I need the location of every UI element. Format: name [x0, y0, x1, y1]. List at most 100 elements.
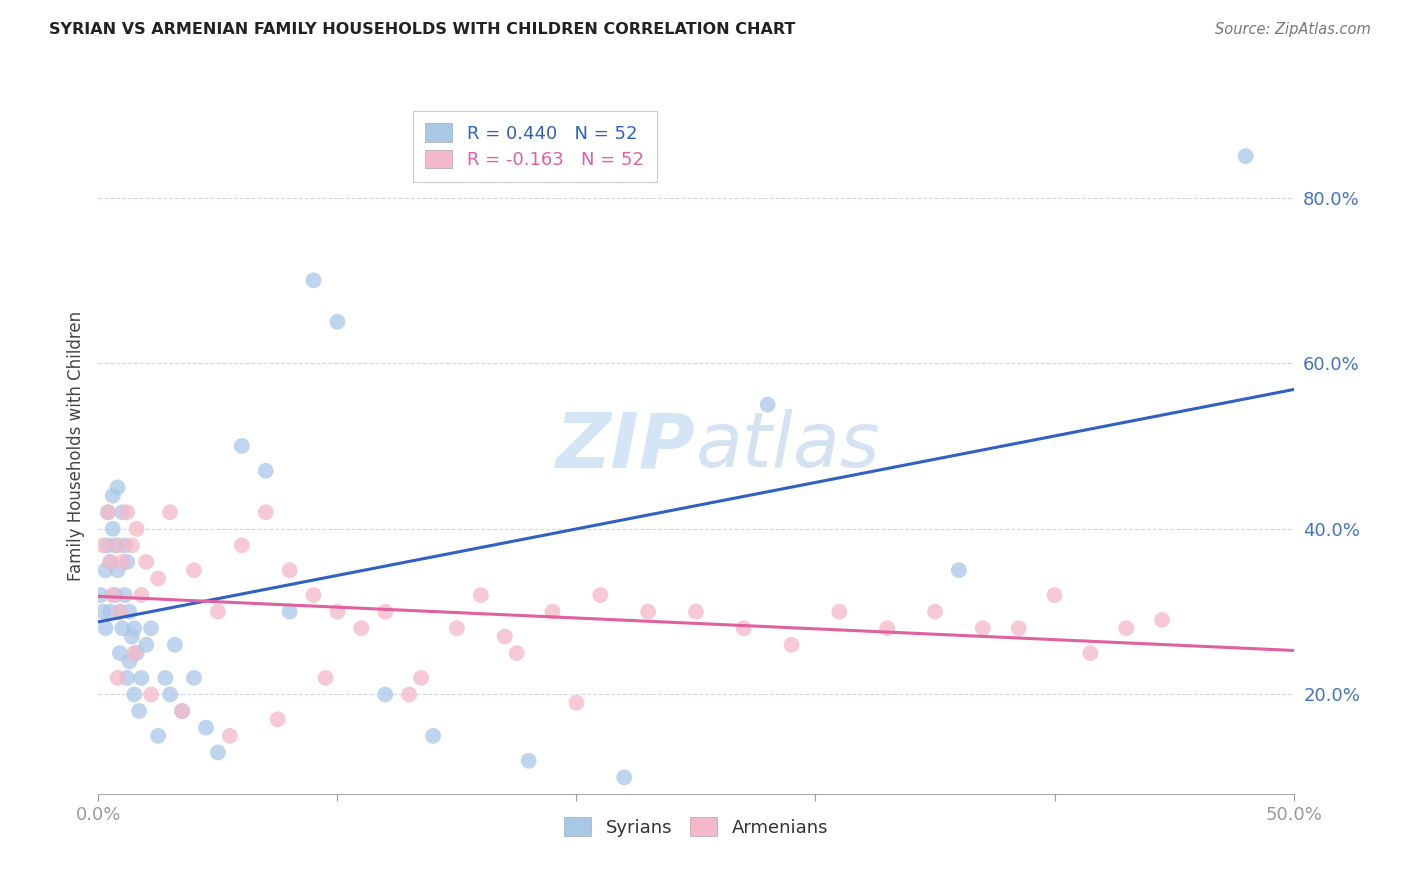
Point	[104, 538, 127, 552]
Point	[97, 538, 120, 552]
Point	[315, 671, 337, 685]
Point	[924, 605, 946, 619]
Point	[115, 555, 138, 569]
Point	[114, 538, 136, 552]
Point	[118, 654, 141, 668]
Point	[506, 646, 529, 660]
Point	[91, 538, 114, 552]
Point	[98, 555, 122, 569]
Point	[159, 688, 181, 702]
Point	[135, 555, 157, 569]
Point	[97, 505, 120, 519]
Point	[114, 588, 136, 602]
Point	[207, 746, 229, 760]
Point	[90, 588, 112, 602]
Point	[254, 505, 277, 519]
Point	[374, 605, 396, 619]
Point	[948, 563, 970, 577]
Point	[128, 704, 150, 718]
Point	[98, 605, 122, 619]
Point	[828, 605, 851, 619]
Point	[107, 671, 129, 685]
Point	[589, 588, 612, 602]
Point	[398, 688, 420, 702]
Point	[101, 489, 124, 503]
Point	[124, 621, 146, 635]
Point	[254, 464, 277, 478]
Point	[326, 605, 349, 619]
Point	[1008, 621, 1031, 635]
Point	[350, 621, 373, 635]
Point	[124, 688, 146, 702]
Text: SYRIAN VS ARMENIAN FAMILY HOUSEHOLDS WITH CHILDREN CORRELATION CHART: SYRIAN VS ARMENIAN FAMILY HOUSEHOLDS WIT…	[49, 22, 796, 37]
Point	[107, 480, 129, 494]
Point	[637, 605, 659, 619]
Point	[118, 605, 141, 619]
Point	[494, 630, 516, 644]
Point	[125, 646, 148, 660]
Point	[326, 315, 349, 329]
Point	[876, 621, 898, 635]
Point	[111, 505, 134, 519]
Point	[195, 721, 218, 735]
Point	[1080, 646, 1102, 660]
Point	[131, 588, 153, 602]
Point	[125, 522, 148, 536]
Point	[565, 696, 588, 710]
Point	[541, 605, 564, 619]
Point	[470, 588, 492, 602]
Point	[108, 605, 131, 619]
Point	[135, 638, 157, 652]
Point	[97, 505, 120, 519]
Point	[278, 605, 301, 619]
Point	[207, 605, 229, 619]
Point	[148, 572, 170, 586]
Point	[172, 704, 194, 718]
Point	[219, 729, 242, 743]
Point	[1115, 621, 1137, 635]
Point	[183, 563, 205, 577]
Point	[139, 621, 162, 635]
Point	[107, 538, 129, 552]
Point	[115, 671, 138, 685]
Point	[139, 688, 162, 702]
Point	[111, 621, 134, 635]
Point	[111, 555, 134, 569]
Point	[1152, 613, 1174, 627]
Point	[267, 712, 290, 726]
Point	[1234, 149, 1257, 163]
Point	[159, 505, 181, 519]
Point	[108, 646, 131, 660]
Text: ZIP: ZIP	[557, 409, 696, 483]
Point	[101, 522, 124, 536]
Point	[108, 605, 131, 619]
Text: Source: ZipAtlas.com: Source: ZipAtlas.com	[1215, 22, 1371, 37]
Point	[104, 588, 127, 602]
Point	[163, 638, 186, 652]
Point	[302, 273, 325, 287]
Point	[124, 646, 146, 660]
Point	[107, 563, 129, 577]
Legend: Syrians, Armenians: Syrians, Armenians	[553, 806, 839, 847]
Point	[1043, 588, 1066, 602]
Point	[780, 638, 803, 652]
Point	[685, 605, 707, 619]
Y-axis label: Family Households with Children: Family Households with Children	[66, 311, 84, 581]
Point	[231, 439, 253, 453]
Point	[278, 563, 301, 577]
Point	[121, 630, 143, 644]
Point	[94, 621, 117, 635]
Point	[302, 588, 325, 602]
Point	[148, 729, 170, 743]
Point	[972, 621, 994, 635]
Point	[422, 729, 444, 743]
Point	[517, 754, 540, 768]
Point	[101, 588, 124, 602]
Point	[231, 538, 253, 552]
Point	[155, 671, 177, 685]
Point	[183, 671, 205, 685]
Point	[115, 505, 138, 519]
Point	[91, 605, 114, 619]
Point	[121, 538, 143, 552]
Text: atlas: atlas	[696, 409, 880, 483]
